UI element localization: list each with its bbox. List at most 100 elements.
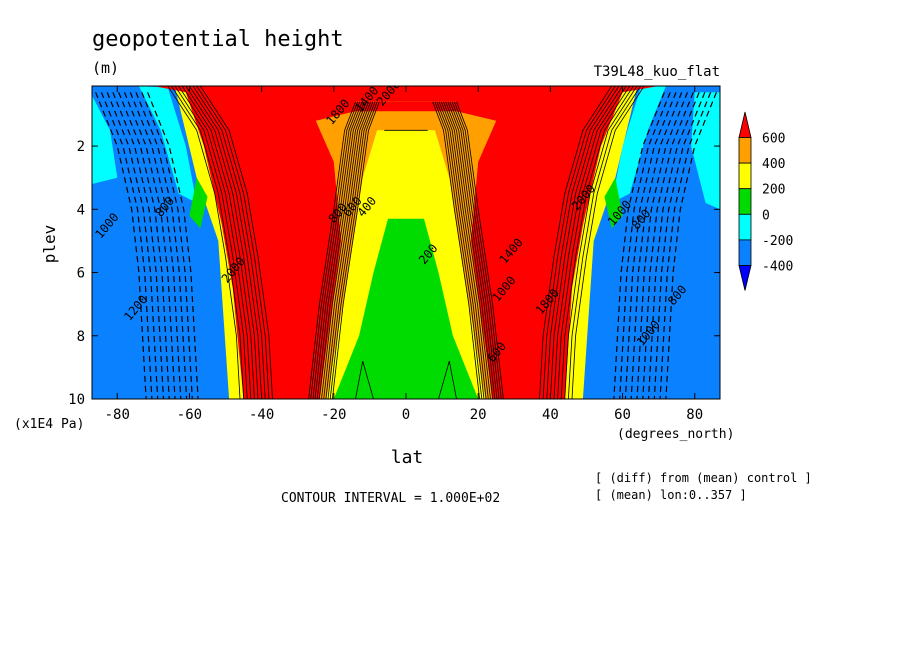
contour-south-neg-0 [95,92,147,399]
x-tick-label-7: 60 [614,407,631,423]
contour-south-neg-7 [135,92,188,399]
contour-south-neg-5 [123,92,176,399]
contour-north-neg-0 [665,92,717,399]
contour-south-jet-1 [171,86,244,399]
run-label: T39L48_kuo_flat [594,64,720,80]
contour-north-trop-7 [441,101,489,399]
contour-south-neg-1 [100,92,153,399]
contour-north-neg-9 [613,92,665,399]
y-axis: 2 4 6 8 10 [68,139,720,408]
contour-loop-south [355,360,374,399]
colorbar-box-1 [738,162,752,190]
contour-north-neg-2 [653,92,706,399]
units-label: (m) [92,59,119,77]
contour-north-neg-8 [619,92,671,399]
x-tick-label-5: 20 [470,407,487,423]
contour-south-jet-4 [181,86,255,399]
contour-south-trop-6 [321,101,369,399]
fill-green-tropics [333,218,479,399]
y-axis-units: (x1E4 Pa) [14,417,84,432]
contour-north-trop-8 [438,101,487,399]
x-tick-label-8: 80 [686,407,703,423]
contour-south-jet-8 [196,86,270,399]
contour-south-neg-6 [129,92,182,399]
contour-north-neg-6 [630,92,683,399]
x-axis-units: (degrees_north) [617,427,734,442]
contour-north-jet-7 [546,86,620,399]
fill-north-cyan-band [611,86,666,203]
contour-south-neg-3 [112,92,165,399]
contour-north-trop-1 [454,101,502,399]
x-axis-label: lat [391,447,424,468]
contour-loop-north [438,360,457,399]
contour-north-trop-9 [436,101,485,399]
contour-south-trop-0 [308,101,356,399]
contour-north-jet-0 [571,86,645,399]
colorbar-label-0: 600 [762,132,785,147]
y-tick-label-1: 4 [77,202,85,218]
colorbar-label-2: 200 [762,183,785,198]
contour-south-trop-11 [332,101,380,399]
x-tick-label-4: 0 [402,407,410,423]
contour-north-trop-2 [451,101,500,399]
contour-south-trop-8 [325,101,374,399]
contour-north-jet-9 [539,86,613,399]
contour-south-jet-7 [192,86,266,399]
contour-north-neg-3 [647,92,700,399]
fill-north-green-spot [604,177,623,229]
contour-north-neg-5 [636,92,689,399]
fill-south-cyan-band [138,86,197,203]
contour-south-neg-8 [141,92,193,399]
contour-north-trop-10 [434,101,483,399]
x-tick-label-2: -40 [249,407,274,423]
contour-north-trop-11 [432,101,480,399]
x-tick-label-0: -80 [105,407,130,423]
contour-south-trop-10 [329,101,378,399]
plot-area: 1000120080020002000140018008006004002006… [92,86,720,399]
contour-south-jet-0 [167,86,241,399]
contour-south-trop-3 [314,101,363,399]
fill-south-polar [92,86,230,399]
contour-north-jet-1 [568,86,641,399]
contour-south-trop-9 [327,101,376,399]
contour-interval: CONTOUR INTERVAL = 1.000E+02 [281,491,500,506]
contour-south-trop-1 [310,101,358,399]
contour-north-trop-3 [449,101,498,399]
x-tick-label-1: -60 [177,407,202,423]
colorbar-box-4 [738,239,752,266]
contour-north-jet-3 [560,86,634,399]
contour-lines [95,86,717,399]
contour-north-jet-4 [557,86,631,399]
colorbar-box-0 [738,137,752,164]
y-tick-label-4: 10 [68,392,85,408]
contour-south-neg-4 [118,92,170,399]
y-tick-label-2: 6 [77,266,85,282]
contour-south-trop-4 [316,101,365,399]
chart-title: geopotential height [92,27,344,52]
contour-north-jet-5 [553,86,627,399]
y-axis-label: plev [40,225,59,264]
contour-south-jet-6 [189,86,262,399]
contour-south-jet-5 [185,86,259,399]
note-mean: [ (mean) lon:0..357 ] [595,488,747,502]
colorbar-bottom-triangle [738,265,752,291]
fill-south-cyan [92,95,118,184]
contour-north-neg-4 [642,92,694,399]
colorbar-box-2 [738,188,752,215]
y-tick-label-3: 8 [77,329,85,345]
colorbar: 600 400 200 0 -200 -400 [738,111,793,291]
contour-south-neg-2 [106,92,159,399]
contour-south-jet-3 [178,86,252,399]
colorbar-top-triangle [738,111,752,138]
colorbar-label-3: 0 [762,208,770,223]
contour-north-jet-2 [564,86,638,399]
contour-north-trop-4 [447,101,496,399]
contour-south-jet-2 [174,86,248,399]
contour-south-trop-2 [312,101,361,399]
fill-south-green-spot [189,177,208,229]
contour-north-neg-7 [624,92,677,399]
contour-north-trop-0 [456,101,504,399]
contour-north-jet-6 [550,86,623,399]
contour-north-trop-5 [445,101,493,399]
